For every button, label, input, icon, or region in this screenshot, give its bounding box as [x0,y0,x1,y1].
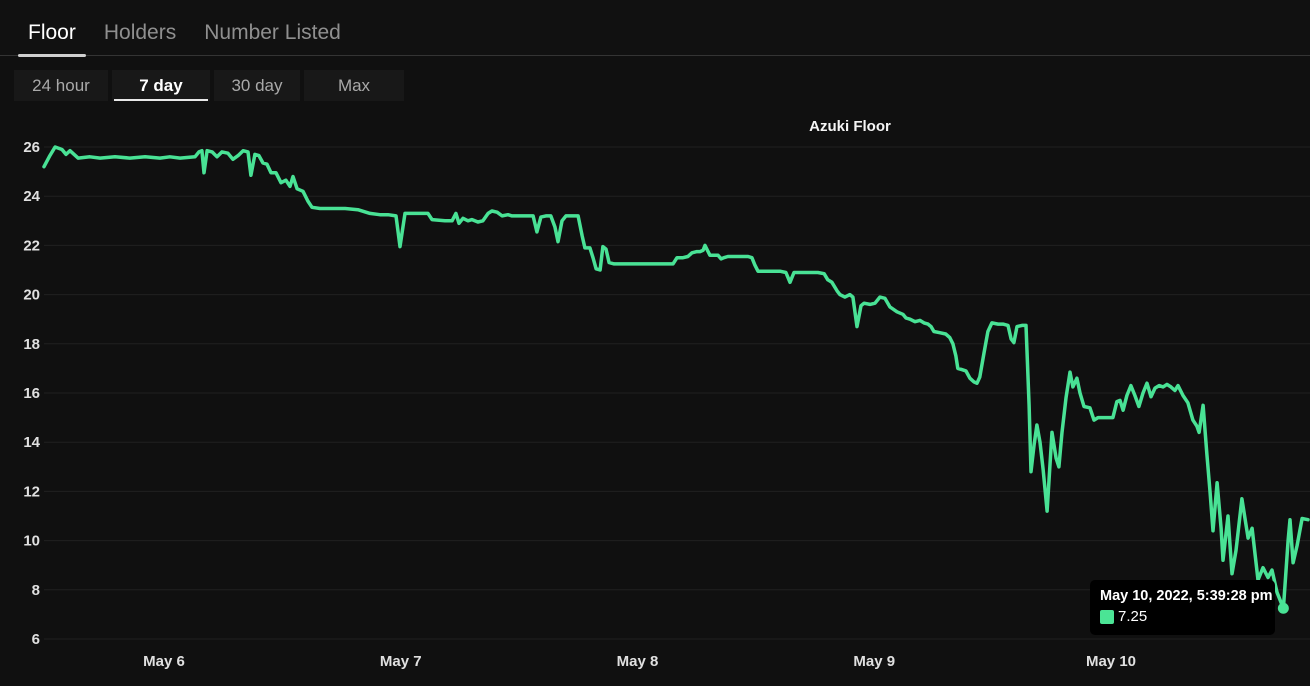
chart-title: Azuki Floor [809,118,891,135]
series-color-swatch-icon [1100,609,1114,624]
y-axis-labels: 6 8 10 12 14 16 18 20 22 24 26 [23,139,40,648]
floor-price-line[interactable] [42,145,1310,611]
tab-floor[interactable]: Floor [18,21,86,57]
svg-text:May 6: May 6 [143,653,185,670]
svg-text:18: 18 [23,336,40,353]
svg-text:May 7: May 7 [380,653,422,670]
svg-text:6: 6 [32,631,40,648]
y-gridlines [44,146,1310,640]
time-range-24-hour[interactable]: 24 hour [14,70,108,101]
hover-point-marker [1277,602,1289,614]
floor-price-chart[interactable]: Azuki Floor 6 8 10 12 14 16 18 20 22 24 26 May 6 May… [0,57,1310,686]
svg-text:12: 12 [23,483,40,500]
time-range-max[interactable]: Max [304,70,404,101]
metric-tab-bar: Floor Holders Number Listed [0,0,1310,57]
time-range-bar: 24 hour 7 day 30 day Max [14,70,404,101]
svg-text:22: 22 [23,237,40,254]
tab-number-listed[interactable]: Number Listed [204,21,341,44]
svg-text:8: 8 [32,582,40,599]
svg-text:26: 26 [23,139,40,156]
svg-text:May 10: May 10 [1086,653,1136,670]
svg-text:May 8: May 8 [617,653,659,670]
svg-text:May 9: May 9 [853,653,895,670]
svg-text:24: 24 [23,188,40,205]
time-range-30-day[interactable]: 30 day [214,70,300,101]
tab-holders[interactable]: Holders [103,21,177,44]
time-range-7-day[interactable]: 7 day [112,70,210,101]
chart-tooltip: May 10, 2022, 5:39:28 pm 7.25 [1090,580,1275,635]
svg-text:14: 14 [23,434,40,451]
tooltip-timestamp: May 10, 2022, 5:39:28 pm [1100,588,1273,604]
svg-text:20: 20 [23,287,40,304]
svg-text:16: 16 [23,385,40,402]
x-axis-labels: May 6 May 7 May 8 May 9 May 10 [143,653,1136,670]
tooltip-value: 7.25 [1118,608,1148,625]
svg-text:10: 10 [23,533,40,550]
